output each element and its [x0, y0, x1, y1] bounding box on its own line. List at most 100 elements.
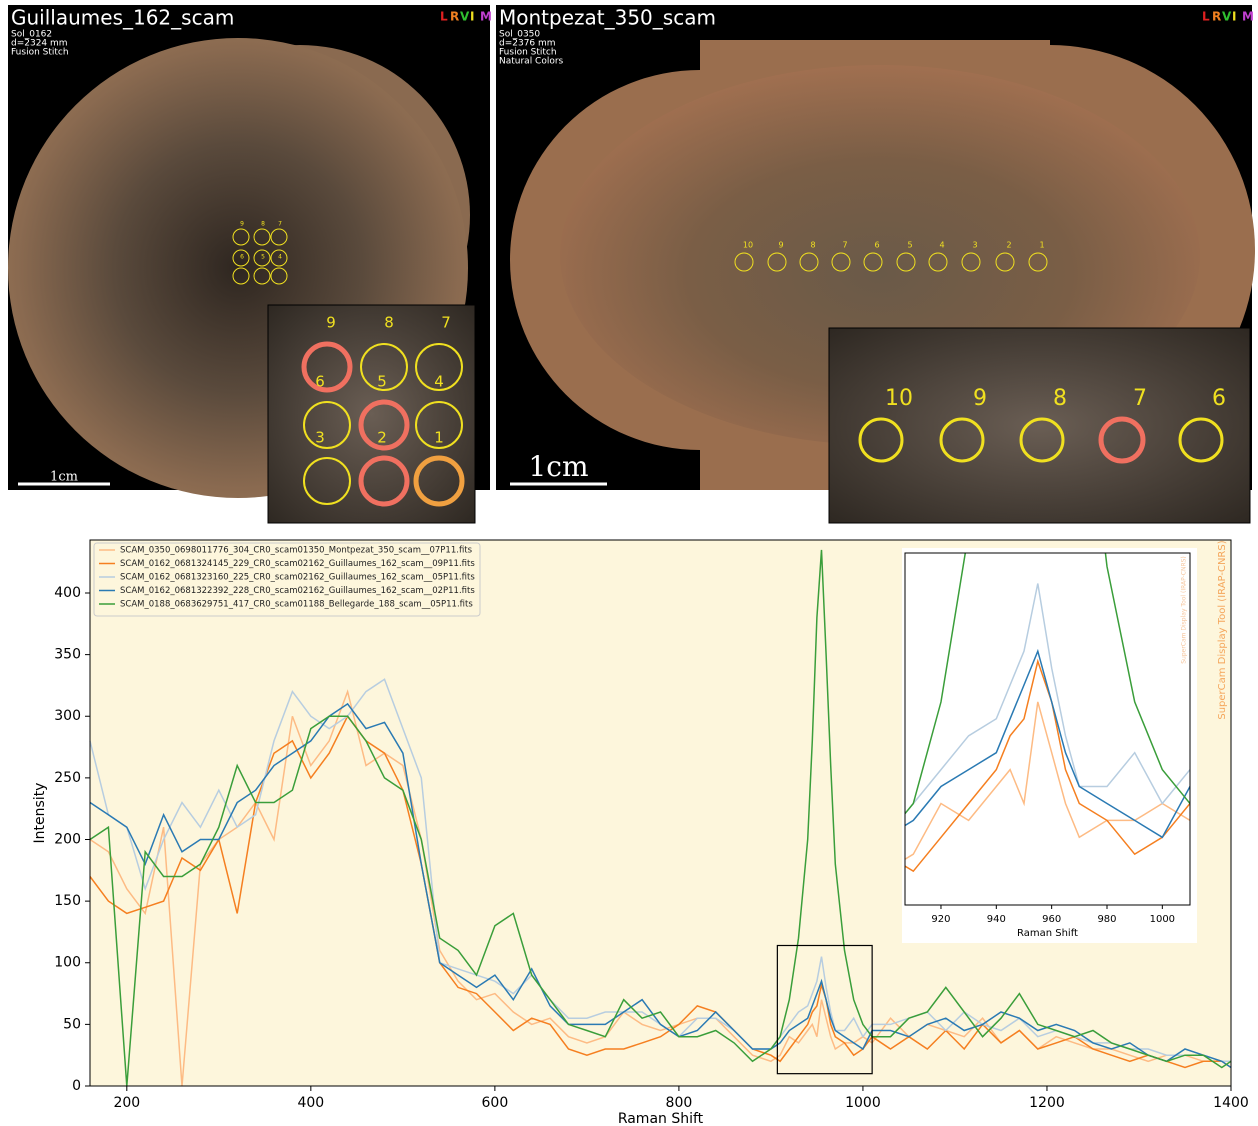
- series-line: [89, 549, 1232, 1087]
- spot: [767, 252, 787, 272]
- inset-x-tick-label: 940: [987, 914, 1006, 925]
- spot-label: 9: [326, 314, 336, 332]
- spot: [939, 417, 985, 463]
- spot-label: 9: [240, 221, 244, 228]
- spot: [270, 267, 288, 285]
- spot-label: 7: [1133, 386, 1147, 411]
- spot: [270, 228, 288, 246]
- x-tick-label: 1000: [845, 1095, 881, 1111]
- spot: [232, 228, 250, 246]
- logo-letter: M: [480, 10, 492, 24]
- inset-x-tick-label: 980: [1097, 914, 1116, 925]
- spot: [1019, 417, 1065, 463]
- scale-label: 1cm: [528, 450, 588, 483]
- spot-label: 4: [434, 373, 444, 391]
- legend-label: SCAM_0162_0681322392_228_CR0_scam02162_G…: [120, 586, 475, 596]
- spot: [303, 401, 351, 449]
- y-tick-label: 400: [54, 585, 81, 601]
- spot-label: 4: [939, 241, 944, 250]
- spot-label: 8: [810, 241, 815, 250]
- y-axis-label: Intensity: [32, 783, 48, 844]
- spot-label: 1: [434, 429, 444, 447]
- spot: [928, 252, 948, 272]
- spot-label: 5: [261, 254, 265, 261]
- spot: [1098, 416, 1146, 464]
- zoom-inset: [267, 304, 476, 524]
- spot: [734, 252, 754, 272]
- spot: [799, 252, 819, 272]
- photo-title: Guillaumes_162_scam: [11, 6, 234, 30]
- spot-label: 7: [278, 221, 282, 228]
- spot: [253, 267, 271, 285]
- inset-x-axis-label: Raman Shift: [1017, 928, 1078, 939]
- spot-label: 7: [441, 314, 451, 332]
- inset-frame: [904, 552, 1191, 906]
- photo-info: Fusion Stitch: [499, 48, 557, 58]
- spot-label: 6: [240, 254, 244, 261]
- spot: [360, 343, 408, 391]
- spot-label: 3: [972, 241, 977, 250]
- logo-letter: I: [1232, 10, 1236, 24]
- spot-label: 6: [1212, 386, 1226, 411]
- y-tick-label: 0: [72, 1078, 81, 1094]
- spot: [831, 252, 851, 272]
- x-tick-label: 1400: [1213, 1095, 1249, 1111]
- spot-label: 2: [1006, 241, 1011, 250]
- series-line: [89, 702, 1232, 1069]
- logo-letter: V: [1222, 10, 1232, 24]
- spot: [863, 252, 883, 272]
- spot-label: 9: [778, 241, 783, 250]
- inset-x-tick-label: 920: [931, 914, 950, 925]
- spot-label: 6: [315, 373, 325, 391]
- spot-label: 10: [743, 241, 753, 250]
- spot: [303, 457, 351, 505]
- spot: [896, 252, 916, 272]
- spot-label: 2: [377, 429, 387, 447]
- spot: [413, 455, 465, 507]
- logo-letter: R: [450, 10, 459, 24]
- spot: [858, 417, 904, 463]
- inset-x-tick-label: 1000: [1150, 914, 1175, 925]
- spot-label: 8: [384, 314, 394, 332]
- spot: [253, 228, 271, 246]
- photo-info: d=2324 mm: [11, 39, 68, 49]
- inset-watermark: SuperCam Display Tool (IRAP-CNRS): [1181, 556, 1188, 664]
- logo-letter: V: [460, 10, 470, 24]
- x-tick-label: 400: [297, 1095, 324, 1111]
- x-tick-label: 1200: [1029, 1095, 1065, 1111]
- watermark: SuperCam Display Tool (IRAP-CNRS): [1217, 540, 1228, 719]
- spot: [961, 252, 981, 272]
- photo-info: d=2376 mm: [499, 39, 556, 49]
- spot-label: 10: [885, 386, 913, 411]
- y-tick-label: 350: [54, 647, 81, 663]
- spot: [415, 401, 463, 449]
- spot: [415, 343, 463, 391]
- spot: [358, 399, 410, 451]
- zoom-inset: [828, 327, 1251, 524]
- logo-letter: I: [470, 10, 474, 24]
- y-tick-label: 100: [54, 955, 81, 971]
- x-axis-label: Raman Shift: [618, 1111, 704, 1126]
- x-tick-label: 800: [666, 1095, 693, 1111]
- spot-label: 1: [1039, 241, 1044, 250]
- spot: [358, 455, 410, 507]
- axes-frame: [89, 539, 1232, 1087]
- spot-label: 5: [377, 373, 387, 391]
- spot: [1178, 417, 1224, 463]
- spot: [232, 249, 250, 267]
- x-tick-label: 200: [113, 1095, 140, 1111]
- spot-label: 8: [261, 221, 265, 228]
- photo-title: Montpezat_350_scam: [499, 6, 716, 30]
- logo-letter: L: [440, 10, 448, 24]
- spot: [995, 252, 1015, 272]
- spot: [1028, 252, 1048, 272]
- y-tick-label: 50: [63, 1016, 81, 1032]
- spot: [301, 341, 353, 393]
- spot-label: 6: [874, 241, 879, 250]
- spot: [232, 267, 250, 285]
- spot-label: 7: [842, 241, 847, 250]
- spot-label: 3: [315, 429, 325, 447]
